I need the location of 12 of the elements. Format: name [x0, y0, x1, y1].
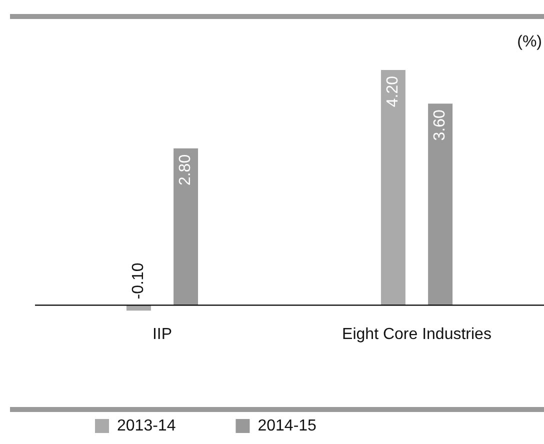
bar [428, 104, 453, 306]
x-tick-label: IIP [152, 326, 172, 343]
legend-label: 2014-15 [258, 417, 317, 434]
data-label: -0.10 [130, 262, 148, 300]
data-label: 3.60 [432, 110, 449, 141]
data-label: 4.20 [384, 76, 402, 108]
x-tick-label: Eight Core Industries [342, 326, 492, 343]
data-label: 2.80 [177, 154, 194, 186]
bar [174, 148, 198, 306]
y-axis-title: (%) [517, 33, 542, 50]
bar [380, 70, 406, 306]
legend-label: 2013-14 [117, 417, 176, 434]
